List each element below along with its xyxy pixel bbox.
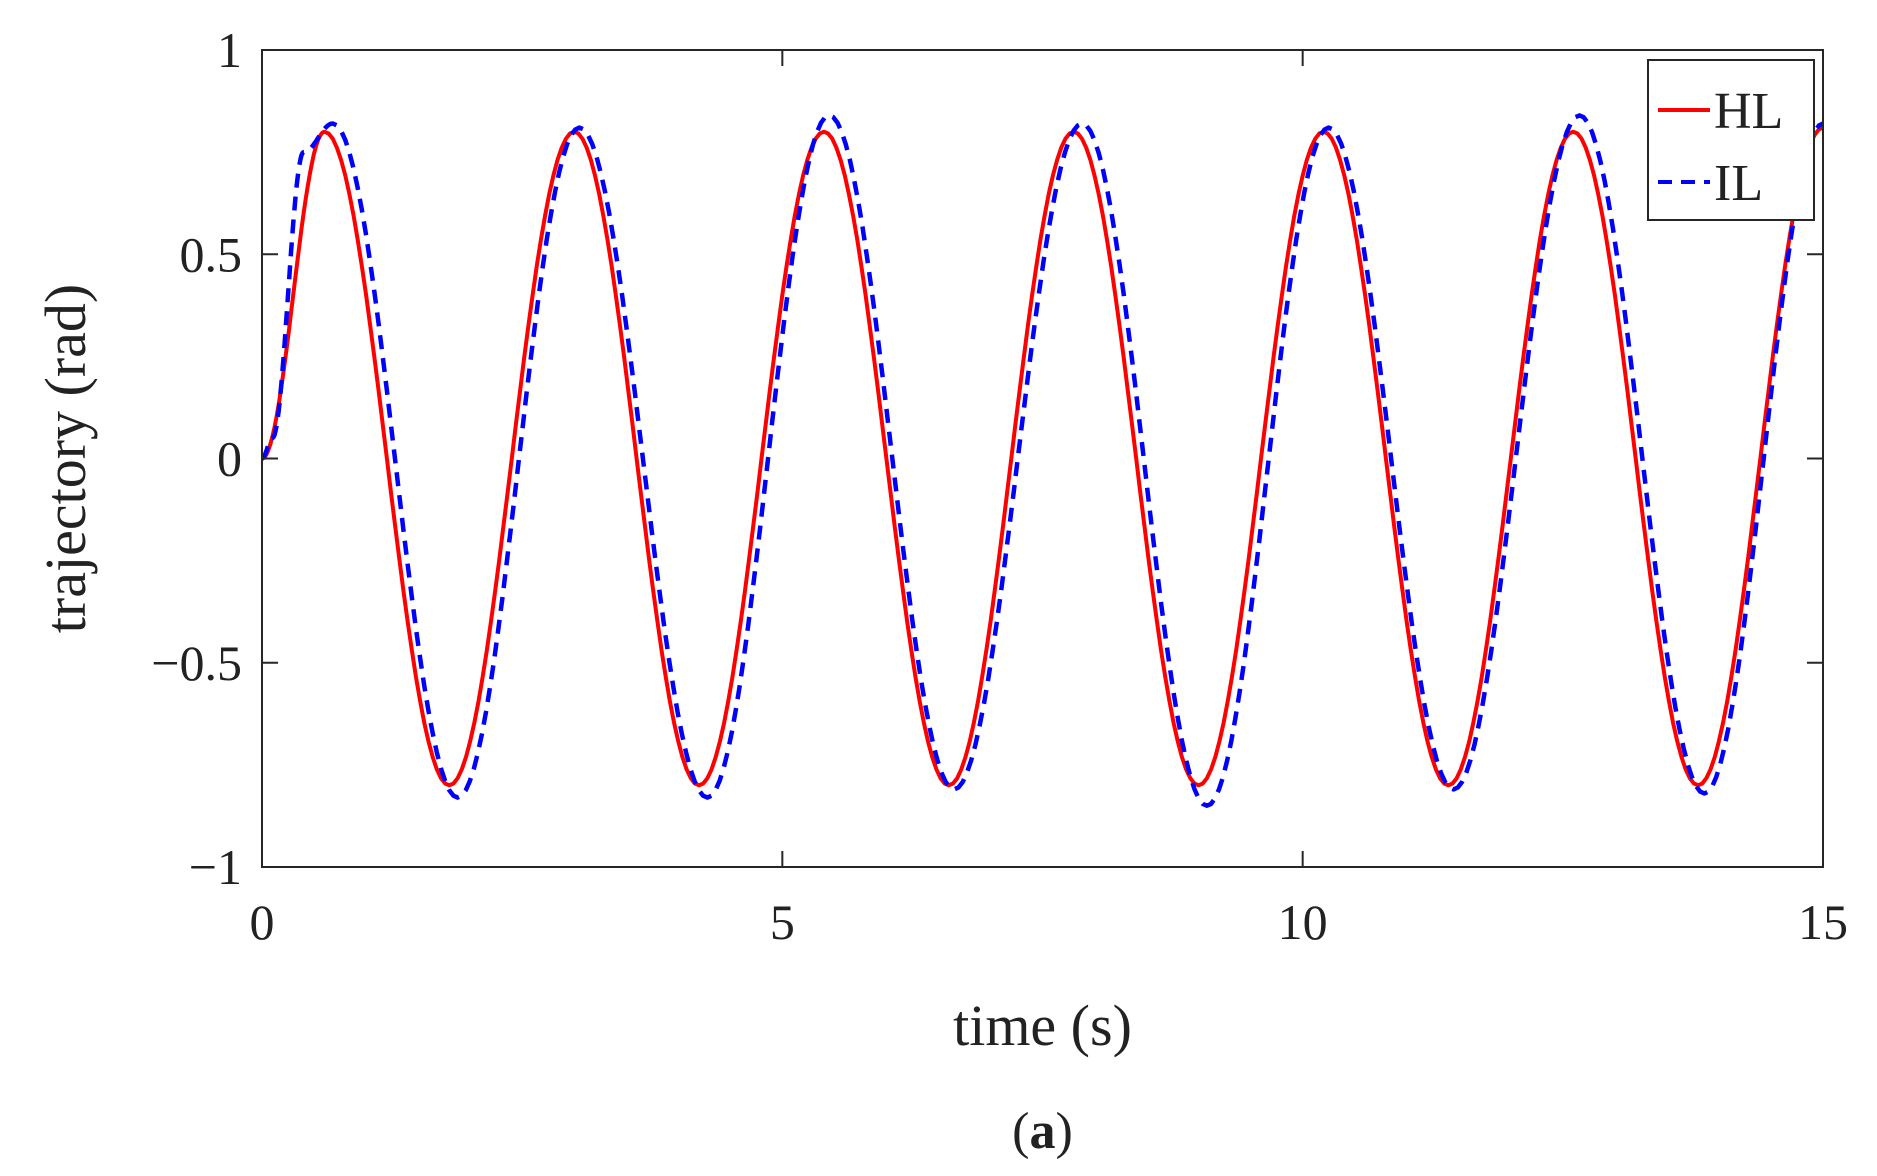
y-tick-label: −1 (189, 839, 242, 895)
x-tick-label: 10 (1278, 894, 1328, 950)
y-axis-label: trajectory (rad) (33, 284, 98, 633)
legend-label-hl: HL (1714, 83, 1783, 140)
legend: HL IL (1647, 59, 1815, 221)
ticks: 0 5 10 15 −1 −0.5 0 0.5 1 (151, 22, 1848, 950)
legend-box (1647, 59, 1815, 221)
legend-label-il: IL (1714, 155, 1763, 212)
y-tick-label: −0.5 (151, 635, 242, 691)
x-tick-label: 15 (1798, 894, 1848, 950)
caption-close: ) (1056, 1103, 1073, 1160)
y-tick-label: 0.5 (180, 226, 243, 282)
x-tick-label: 0 (250, 894, 275, 950)
y-tick-label: 0 (217, 431, 242, 487)
x-tick-label: 5 (770, 894, 795, 950)
caption-open: ( (1012, 1103, 1029, 1160)
x-axis-label: time (s) (953, 993, 1132, 1058)
caption-letter: a (1030, 1103, 1056, 1160)
plot-area (262, 113, 1823, 808)
y-tick-label: 1 (217, 22, 242, 78)
series-line-hl (262, 125, 1823, 788)
figure-caption: (a) (1012, 1103, 1073, 1160)
series-line-il (262, 113, 1823, 808)
